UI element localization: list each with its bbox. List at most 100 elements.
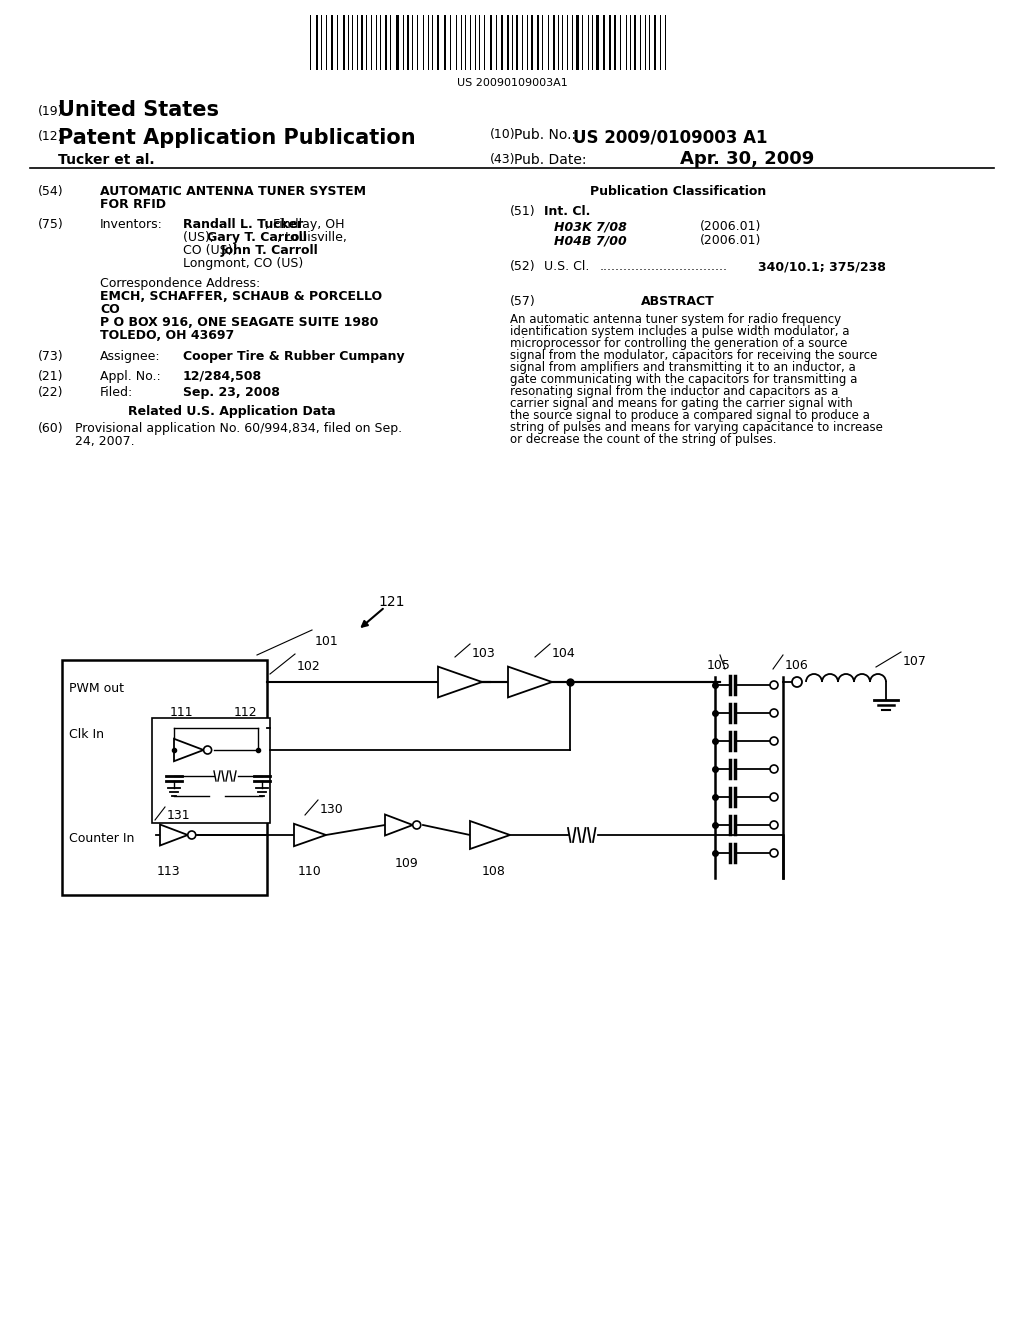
Text: 107: 107 xyxy=(903,655,927,668)
Bar xyxy=(62,660,267,895)
Bar xyxy=(343,15,345,70)
Text: 106: 106 xyxy=(785,659,809,672)
Text: 112: 112 xyxy=(234,706,258,719)
Text: (2006.01): (2006.01) xyxy=(700,234,762,247)
Text: Related U.S. Application Data: Related U.S. Application Data xyxy=(128,405,336,418)
Bar xyxy=(316,15,317,70)
Text: resonating signal from the inductor and capacitors as a: resonating signal from the inductor and … xyxy=(510,385,839,399)
Bar xyxy=(620,15,622,70)
Text: (10): (10) xyxy=(490,128,516,141)
Bar xyxy=(531,15,534,70)
Text: Sep. 23, 2008: Sep. 23, 2008 xyxy=(183,385,280,399)
Text: Appl. No.:: Appl. No.: xyxy=(100,370,161,383)
Text: , Findlay, OH: , Findlay, OH xyxy=(265,218,344,231)
Text: signal from the modulator, capacitors for receiving the source: signal from the modulator, capacitors fo… xyxy=(510,348,878,362)
Text: 111: 111 xyxy=(170,706,194,719)
Text: AUTOMATIC ANTENNA TUNER SYSTEM: AUTOMATIC ANTENNA TUNER SYSTEM xyxy=(100,185,366,198)
Bar xyxy=(548,15,550,70)
Text: John T. Carroll: John T. Carroll xyxy=(221,244,318,257)
Text: Filed:: Filed: xyxy=(100,385,133,399)
Text: Inventors:: Inventors: xyxy=(100,218,163,231)
Bar xyxy=(596,15,599,70)
Circle shape xyxy=(187,832,196,840)
Circle shape xyxy=(770,766,778,774)
Polygon shape xyxy=(385,814,413,836)
Bar xyxy=(396,15,398,70)
Circle shape xyxy=(770,737,778,744)
Text: the source signal to produce a compared signal to produce a: the source signal to produce a compared … xyxy=(510,409,869,422)
Text: (54): (54) xyxy=(38,185,63,198)
Bar xyxy=(443,15,446,70)
Text: Tucker et al.: Tucker et al. xyxy=(58,153,155,168)
Bar xyxy=(614,15,616,70)
Circle shape xyxy=(204,746,212,754)
Text: 121: 121 xyxy=(378,595,404,609)
Bar xyxy=(385,15,387,70)
Text: 110: 110 xyxy=(298,865,322,878)
Text: 12/284,508: 12/284,508 xyxy=(183,370,262,383)
Text: FOR RFID: FOR RFID xyxy=(100,198,166,211)
Text: carrier signal and means for gating the carrier signal with: carrier signal and means for gating the … xyxy=(510,397,853,411)
Bar xyxy=(577,15,579,70)
Text: (12): (12) xyxy=(38,129,63,143)
Text: Pub. Date:: Pub. Date: xyxy=(514,153,587,168)
Bar xyxy=(603,15,605,70)
Text: TOLEDO, OH 43697: TOLEDO, OH 43697 xyxy=(100,329,234,342)
Text: (60): (60) xyxy=(38,422,63,436)
Text: CO: CO xyxy=(100,304,120,315)
Text: 105: 105 xyxy=(707,659,731,672)
Text: EMCH, SCHAFFER, SCHAUB & PORCELLO: EMCH, SCHAFFER, SCHAUB & PORCELLO xyxy=(100,290,382,304)
Text: Publication Classification: Publication Classification xyxy=(590,185,766,198)
Bar xyxy=(361,15,362,70)
Text: US 2009/0109003 A1: US 2009/0109003 A1 xyxy=(573,128,768,147)
Text: H04B 7/00: H04B 7/00 xyxy=(554,234,627,247)
Text: U.S. Cl.: U.S. Cl. xyxy=(544,260,590,273)
Text: 101: 101 xyxy=(315,635,339,648)
Text: (75): (75) xyxy=(38,218,63,231)
Text: Assignee:: Assignee: xyxy=(100,350,161,363)
Polygon shape xyxy=(470,821,510,849)
Text: (57): (57) xyxy=(510,294,536,308)
Text: identification system includes a pulse width modulator, a: identification system includes a pulse w… xyxy=(510,325,850,338)
Polygon shape xyxy=(174,739,204,762)
Text: Pub. No.:: Pub. No.: xyxy=(514,128,577,143)
Circle shape xyxy=(770,849,778,857)
Text: Cooper Tire & Rubber Cumpany: Cooper Tire & Rubber Cumpany xyxy=(183,350,404,363)
Text: Provisional application No. 60/994,834, filed on Sep.: Provisional application No. 60/994,834, … xyxy=(75,422,402,436)
Text: (21): (21) xyxy=(38,370,63,383)
Bar xyxy=(152,718,270,822)
Bar xyxy=(408,15,409,70)
Bar xyxy=(209,789,225,803)
Text: microprocessor for controlling the generation of a source: microprocessor for controlling the gener… xyxy=(510,337,848,350)
Text: Apr. 30, 2009: Apr. 30, 2009 xyxy=(680,150,814,168)
Text: (52): (52) xyxy=(510,260,536,273)
Text: Correspondence Address:: Correspondence Address: xyxy=(100,277,260,290)
Bar xyxy=(553,15,555,70)
Polygon shape xyxy=(294,824,326,846)
Text: 102: 102 xyxy=(297,660,321,673)
Text: ABSTRACT: ABSTRACT xyxy=(641,294,715,308)
Bar xyxy=(653,15,656,70)
Text: Randall L. Tucker: Randall L. Tucker xyxy=(183,218,303,231)
Polygon shape xyxy=(508,667,552,697)
Text: 104: 104 xyxy=(552,647,575,660)
Circle shape xyxy=(770,681,778,689)
Text: 113: 113 xyxy=(157,865,180,878)
Text: (US);: (US); xyxy=(183,231,218,244)
Bar xyxy=(437,15,439,70)
Text: Patent Application Publication: Patent Application Publication xyxy=(58,128,416,148)
Circle shape xyxy=(770,793,778,801)
Text: 108: 108 xyxy=(482,865,506,878)
Bar xyxy=(538,15,539,70)
Text: string of pulses and means for varying capacitance to increase: string of pulses and means for varying c… xyxy=(510,421,883,434)
Polygon shape xyxy=(438,667,482,697)
Text: (2006.01): (2006.01) xyxy=(700,220,762,234)
Bar xyxy=(609,15,611,70)
Text: , Louisville,: , Louisville, xyxy=(278,231,347,244)
Text: 109: 109 xyxy=(395,857,419,870)
Bar xyxy=(516,15,518,70)
Circle shape xyxy=(770,709,778,717)
Text: An automatic antenna tuner system for radio frequency: An automatic antenna tuner system for ra… xyxy=(510,313,841,326)
Text: ................................: ................................ xyxy=(600,260,728,273)
Text: or decrease the count of the string of pulses.: or decrease the count of the string of p… xyxy=(510,433,776,446)
